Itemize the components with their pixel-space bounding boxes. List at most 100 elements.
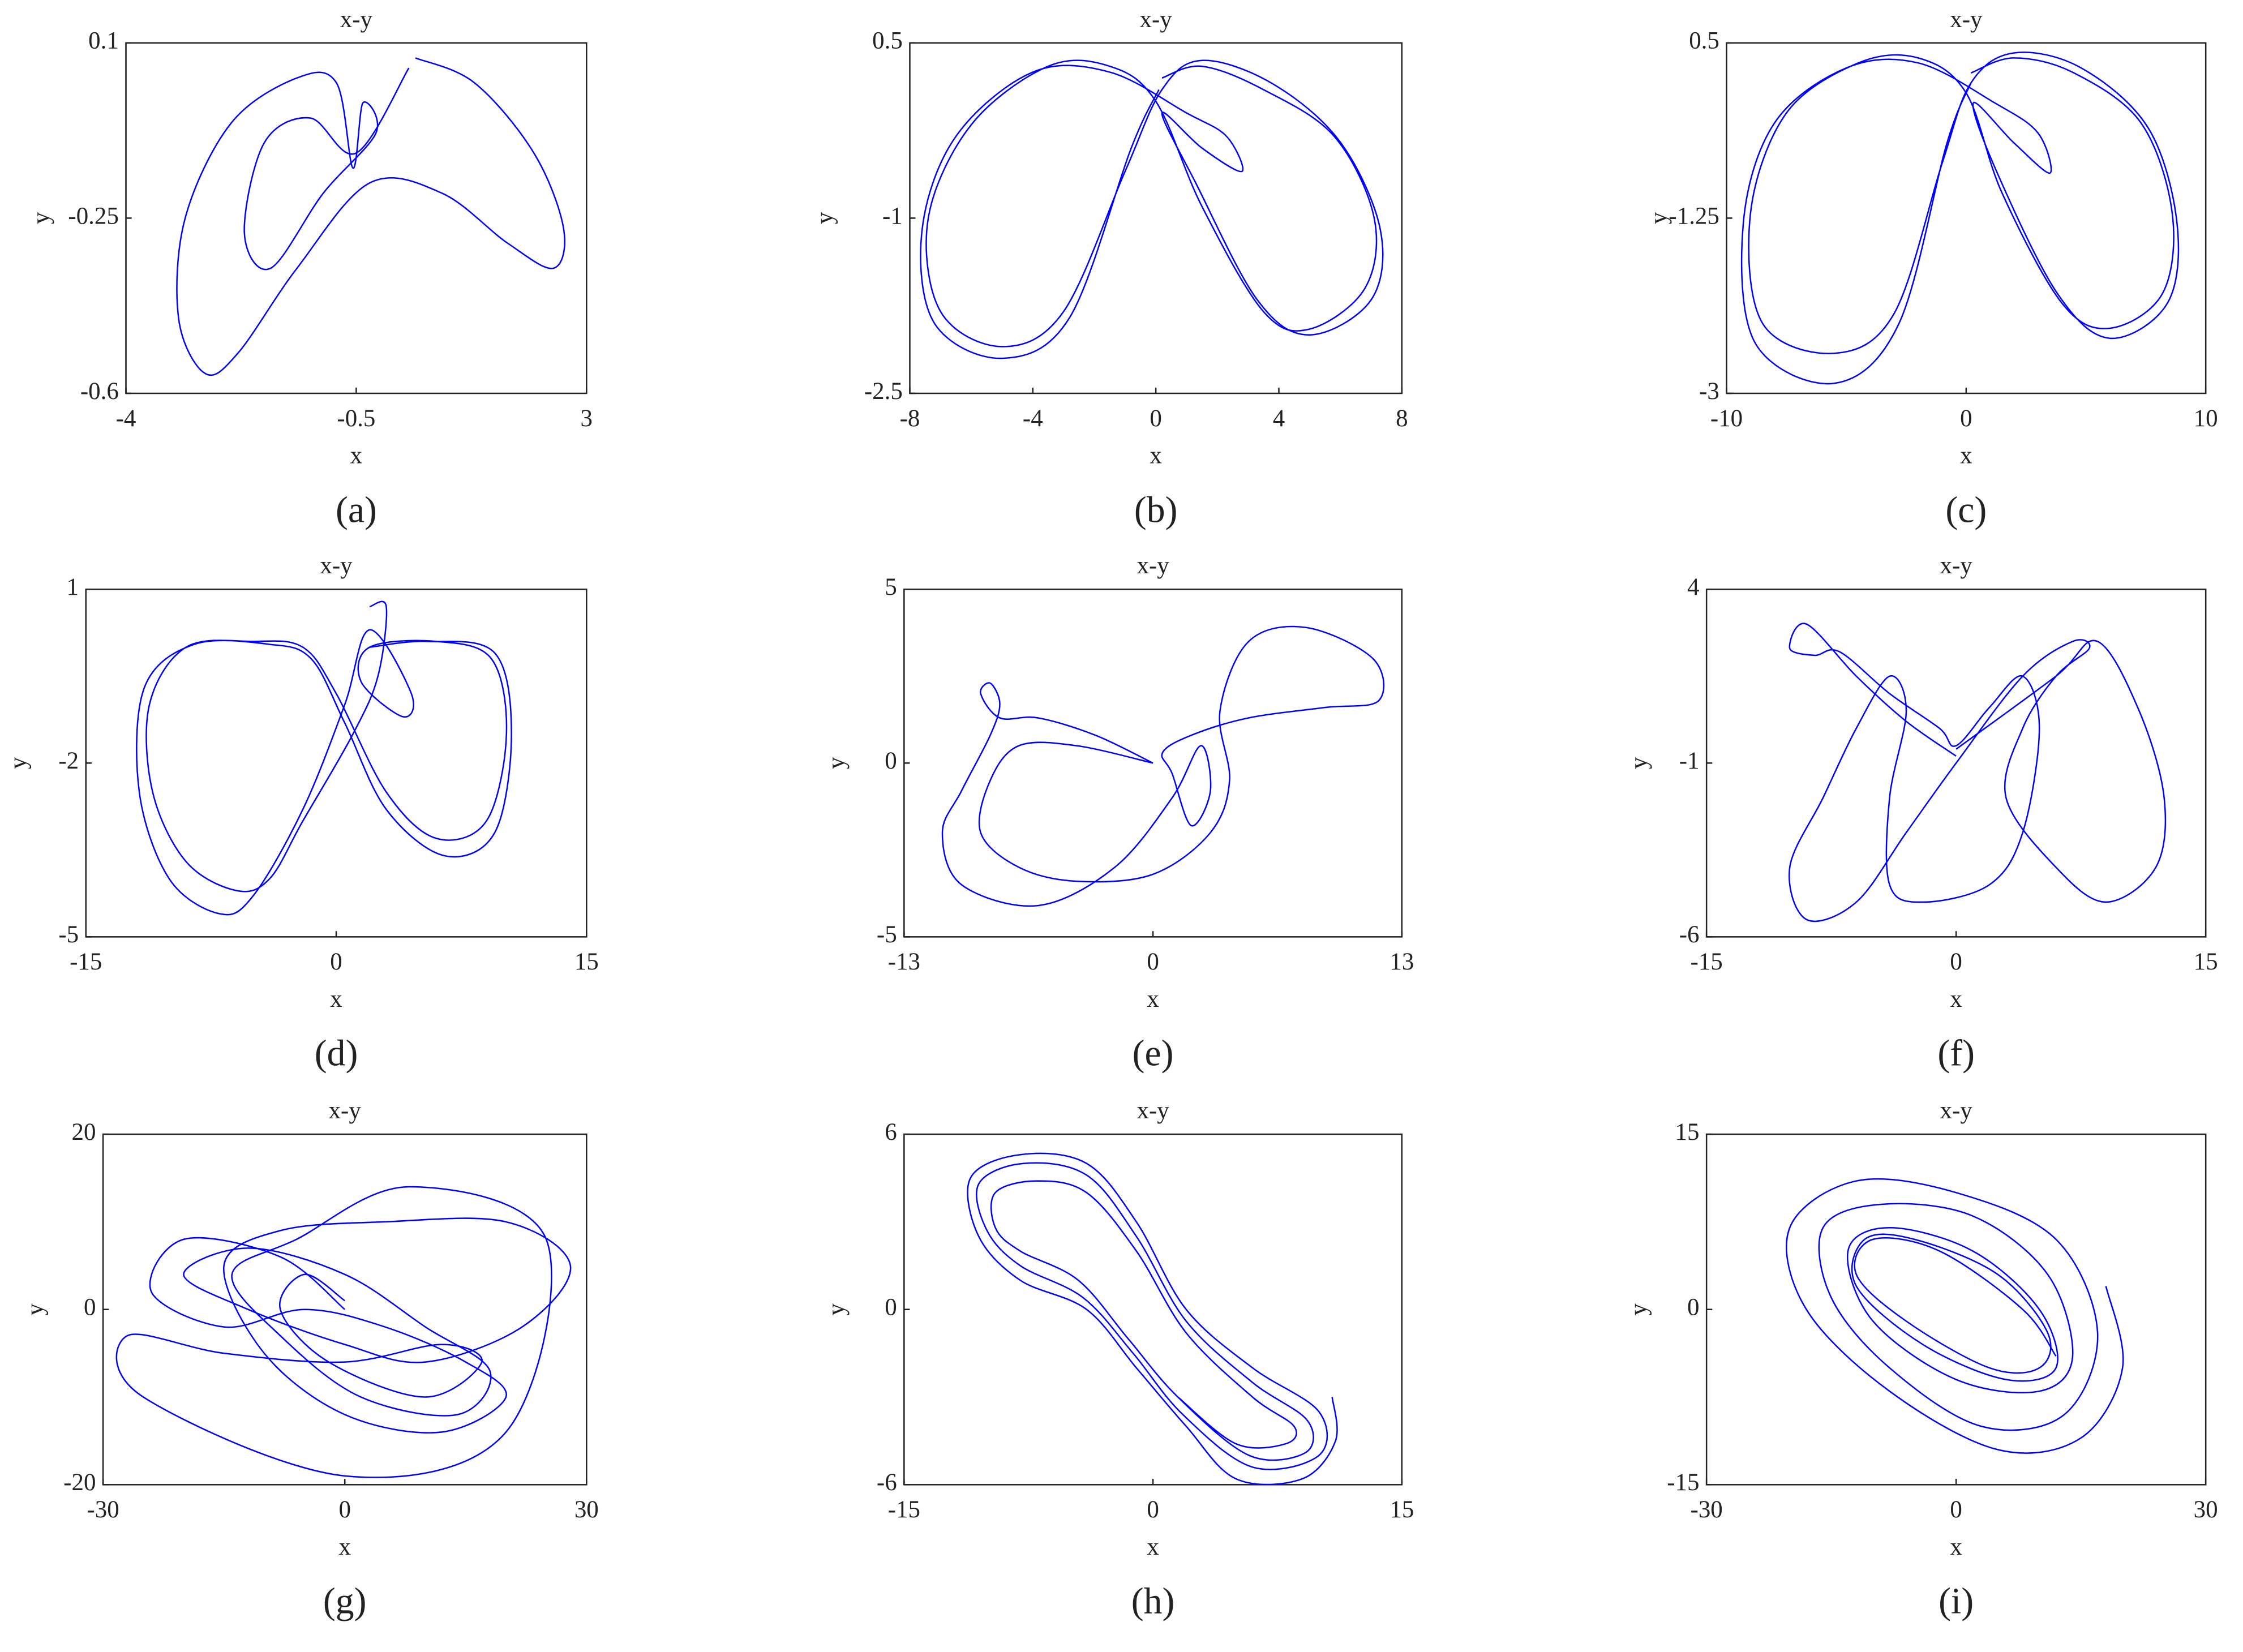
x-axis-label: x (1150, 443, 1161, 469)
y-tick-label: 5 (885, 574, 897, 600)
x-tick-label: 10 (2194, 405, 2218, 432)
chart-title: x-y (329, 1097, 362, 1124)
plot-area (1726, 42, 2207, 394)
y-tick-label: 0 (885, 748, 897, 774)
x-tick-label: 0 (1950, 949, 1962, 975)
x-tick-label: 30 (574, 1496, 599, 1523)
y-tick-label: 0.5 (872, 28, 903, 54)
y-tick-label: 6 (885, 1119, 897, 1145)
panel-label: (e) (1133, 1033, 1174, 1074)
x-tick-label: -15 (70, 949, 102, 975)
plot-area (125, 42, 587, 394)
x-axis-label: x (1147, 986, 1159, 1012)
y-tick-label: -3 (1699, 378, 1719, 405)
trajectory (1786, 1178, 2124, 1454)
plot-area (1705, 1133, 2207, 1486)
x-axis-label: x (330, 986, 342, 1012)
y-tick-label: -2 (58, 748, 79, 774)
y-axis-label: y (5, 757, 31, 769)
x-tick-label: 0 (1147, 949, 1159, 975)
y-tick-label: -15 (1667, 1469, 1699, 1496)
x-axis-label: x (1950, 1534, 1962, 1560)
x-tick-label: -13 (888, 949, 920, 975)
trajectory (941, 625, 1385, 907)
y-tick-label: 0.1 (88, 28, 119, 54)
y-tick-label: -2.5 (864, 378, 903, 405)
y-axis-label: y (812, 212, 838, 224)
y-axis-label: y (1626, 757, 1652, 769)
x-axis-label: x (1147, 1534, 1159, 1560)
x-tick-label: 0 (1950, 1496, 1962, 1523)
trajectory (176, 57, 565, 376)
chart-title: x-y (1136, 1097, 1169, 1124)
x-tick-label: -30 (1691, 1496, 1723, 1523)
x-axis-label: x (350, 443, 362, 469)
x-axis-label: x (1950, 986, 1962, 1012)
y-tick-label: -6 (877, 1469, 897, 1496)
x-tick-label: 8 (1396, 405, 1408, 432)
x-tick-label: 0 (1147, 1496, 1159, 1523)
panel-label: (d) (315, 1033, 358, 1074)
x-tick-label: 15 (2194, 949, 2218, 975)
x-tick-label: -30 (87, 1496, 119, 1523)
chart-title: x-y (1940, 552, 1973, 579)
x-tick-label: 30 (2194, 1496, 2218, 1523)
trajectory (920, 59, 1384, 359)
trajectory (115, 1186, 572, 1478)
x-axis-label: x (338, 1534, 350, 1560)
chart-title: x-y (1940, 1097, 1973, 1124)
trajectory (136, 600, 512, 916)
x-tick-label: -4 (116, 405, 136, 432)
plot-area (102, 1133, 587, 1486)
x-tick-label: -15 (1691, 949, 1723, 975)
x-tick-label: -10 (1710, 405, 1743, 432)
y-axis-label: y (1645, 212, 1672, 224)
y-tick-label: -1 (1679, 748, 1700, 774)
trajectory (967, 1152, 1338, 1486)
plot-area (903, 1133, 1403, 1486)
x-tick-label: -15 (888, 1496, 920, 1523)
chart-title: x-y (1950, 6, 1983, 33)
panel-label: (b) (1134, 489, 1178, 530)
y-axis-label: y (823, 757, 850, 769)
x-tick-label: -4 (1023, 405, 1043, 432)
y-tick-label: -1.25 (1669, 203, 1719, 229)
x-tick-label: 0 (338, 1496, 350, 1523)
chart-title: x-y (320, 552, 353, 579)
y-axis-label: y (1626, 1303, 1652, 1315)
y-tick-label: 0 (1687, 1294, 1699, 1321)
x-tick-label: 13 (1389, 949, 1414, 975)
y-tick-label: -5 (58, 921, 79, 948)
trajectory (1789, 623, 2167, 922)
y-tick-label: -5 (877, 921, 897, 948)
x-axis-label: x (1960, 443, 1972, 469)
panel-label: (h) (1131, 1581, 1175, 1622)
y-tick-label: -0.25 (68, 203, 118, 229)
x-tick-label: 0 (330, 949, 342, 975)
y-tick-label: 20 (71, 1119, 96, 1145)
y-axis-label: y (823, 1303, 850, 1315)
panel-label: (c) (1945, 489, 1987, 530)
x-tick-label: 4 (1273, 405, 1285, 432)
x-tick-label: 3 (581, 405, 593, 432)
y-tick-label: 15 (1675, 1119, 1700, 1145)
x-tick-label: 0 (1150, 405, 1161, 432)
y-tick-label: 4 (1687, 574, 1699, 600)
panel-label: (i) (1938, 1581, 1974, 1622)
y-tick-label: 0.5 (1689, 28, 1719, 54)
y-tick-label: -1 (882, 203, 903, 229)
y-axis-label: y (28, 212, 54, 224)
panel-label: (a) (336, 489, 377, 530)
trajectory (1740, 52, 2180, 385)
y-tick-label: -20 (63, 1469, 96, 1496)
chart-title: x-y (340, 6, 373, 33)
chart-title: x-y (1140, 6, 1173, 33)
y-tick-label: 1 (67, 574, 79, 600)
x-tick-label: 15 (574, 949, 599, 975)
y-tick-label: 0 (84, 1294, 96, 1321)
x-tick-label: -8 (900, 405, 920, 432)
y-axis-label: y (22, 1303, 49, 1315)
panel-label: (f) (1937, 1033, 1975, 1074)
